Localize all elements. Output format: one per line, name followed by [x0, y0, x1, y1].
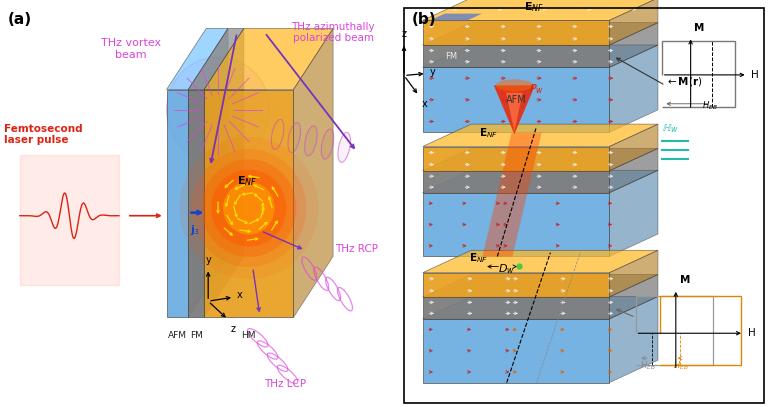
Polygon shape	[430, 14, 482, 20]
Polygon shape	[166, 28, 228, 90]
Polygon shape	[204, 28, 244, 317]
Text: M: M	[680, 275, 690, 285]
Ellipse shape	[288, 123, 300, 153]
Text: z: z	[401, 29, 407, 39]
Text: z: z	[231, 324, 236, 334]
Polygon shape	[423, 20, 609, 45]
Ellipse shape	[321, 129, 334, 159]
Text: THz LCP: THz LCP	[264, 379, 306, 389]
Polygon shape	[423, 297, 609, 319]
Text: $\mathbb{H}_w$: $\mathbb{H}_w$	[661, 122, 678, 135]
Text: $D_w$: $D_w$	[498, 263, 515, 276]
Text: $\leftarrow\mathbf{M}(\mathbf{r})$: $\leftarrow\mathbf{M}(\mathbf{r})$	[665, 75, 703, 88]
Text: $\mathbf{E}_{NF}$: $\mathbf{E}_{NF}$	[237, 174, 257, 188]
Polygon shape	[483, 133, 541, 256]
Text: Femtosecond
laser pulse: Femtosecond laser pulse	[4, 123, 82, 145]
Text: $H_{EB}$: $H_{EB}$	[673, 360, 688, 372]
Polygon shape	[423, 0, 658, 20]
Text: HM: HM	[242, 331, 256, 340]
Ellipse shape	[496, 79, 533, 92]
Text: $\mathbf{E}_{NF}$: $\mathbf{E}_{NF}$	[479, 127, 498, 140]
Text: AFM: AFM	[506, 95, 527, 105]
Text: $\mathbf{j}_s$: $\mathbf{j}_s$	[190, 223, 200, 237]
Polygon shape	[506, 93, 523, 132]
Text: $H_{EB}$: $H_{EB}$	[640, 360, 655, 372]
Polygon shape	[166, 90, 189, 317]
Polygon shape	[609, 124, 658, 171]
Polygon shape	[189, 28, 228, 317]
Polygon shape	[423, 124, 658, 147]
Text: FM: FM	[190, 331, 203, 340]
Text: H: H	[752, 70, 759, 80]
Text: THz vortex
beam: THz vortex beam	[101, 38, 161, 60]
Circle shape	[166, 57, 270, 163]
Polygon shape	[189, 90, 204, 317]
Polygon shape	[609, 170, 658, 256]
Polygon shape	[609, 274, 658, 319]
Circle shape	[201, 159, 296, 257]
Polygon shape	[423, 273, 609, 297]
Polygon shape	[483, 133, 541, 256]
Circle shape	[223, 182, 275, 234]
Text: $P_w$: $P_w$	[529, 83, 544, 96]
Text: THz azimuthally
polarized beam: THz azimuthally polarized beam	[291, 22, 375, 44]
Polygon shape	[293, 28, 333, 317]
Polygon shape	[423, 67, 609, 132]
Polygon shape	[423, 22, 658, 45]
Polygon shape	[423, 45, 609, 67]
Text: y: y	[430, 67, 435, 77]
Polygon shape	[423, 147, 609, 171]
Text: $H_{EB}$: $H_{EB}$	[702, 99, 718, 112]
Polygon shape	[609, 0, 658, 45]
Polygon shape	[423, 45, 658, 67]
Ellipse shape	[305, 126, 317, 156]
Text: M: M	[695, 22, 705, 33]
Polygon shape	[423, 274, 658, 297]
Polygon shape	[423, 319, 609, 383]
Text: (b): (b)	[411, 12, 436, 27]
Polygon shape	[204, 90, 293, 317]
Polygon shape	[609, 296, 658, 383]
Circle shape	[179, 137, 318, 279]
Polygon shape	[423, 193, 609, 256]
Polygon shape	[204, 28, 333, 90]
Polygon shape	[609, 148, 658, 193]
Ellipse shape	[338, 132, 350, 162]
Polygon shape	[494, 85, 535, 134]
Polygon shape	[423, 171, 609, 193]
Text: (a): (a)	[8, 12, 32, 27]
Ellipse shape	[271, 119, 284, 149]
Text: THz RCP: THz RCP	[336, 244, 378, 254]
Polygon shape	[189, 28, 244, 90]
Polygon shape	[423, 170, 658, 193]
Text: x: x	[422, 99, 427, 109]
Polygon shape	[483, 133, 541, 256]
Polygon shape	[423, 250, 658, 273]
Text: x: x	[236, 290, 243, 300]
Text: AFM: AFM	[168, 331, 187, 340]
Circle shape	[211, 169, 286, 247]
Polygon shape	[609, 22, 658, 67]
Text: FM: FM	[444, 52, 457, 61]
Polygon shape	[423, 296, 658, 319]
Polygon shape	[609, 250, 658, 297]
Text: y: y	[206, 254, 211, 265]
Text: H: H	[748, 328, 755, 338]
Circle shape	[191, 149, 306, 267]
Polygon shape	[609, 45, 658, 132]
Polygon shape	[423, 148, 658, 171]
Text: $\mathbf{E}_{NF}$: $\mathbf{E}_{NF}$	[524, 0, 544, 14]
Text: $\mathbf{E}_{NF}$: $\mathbf{E}_{NF}$	[469, 252, 488, 265]
